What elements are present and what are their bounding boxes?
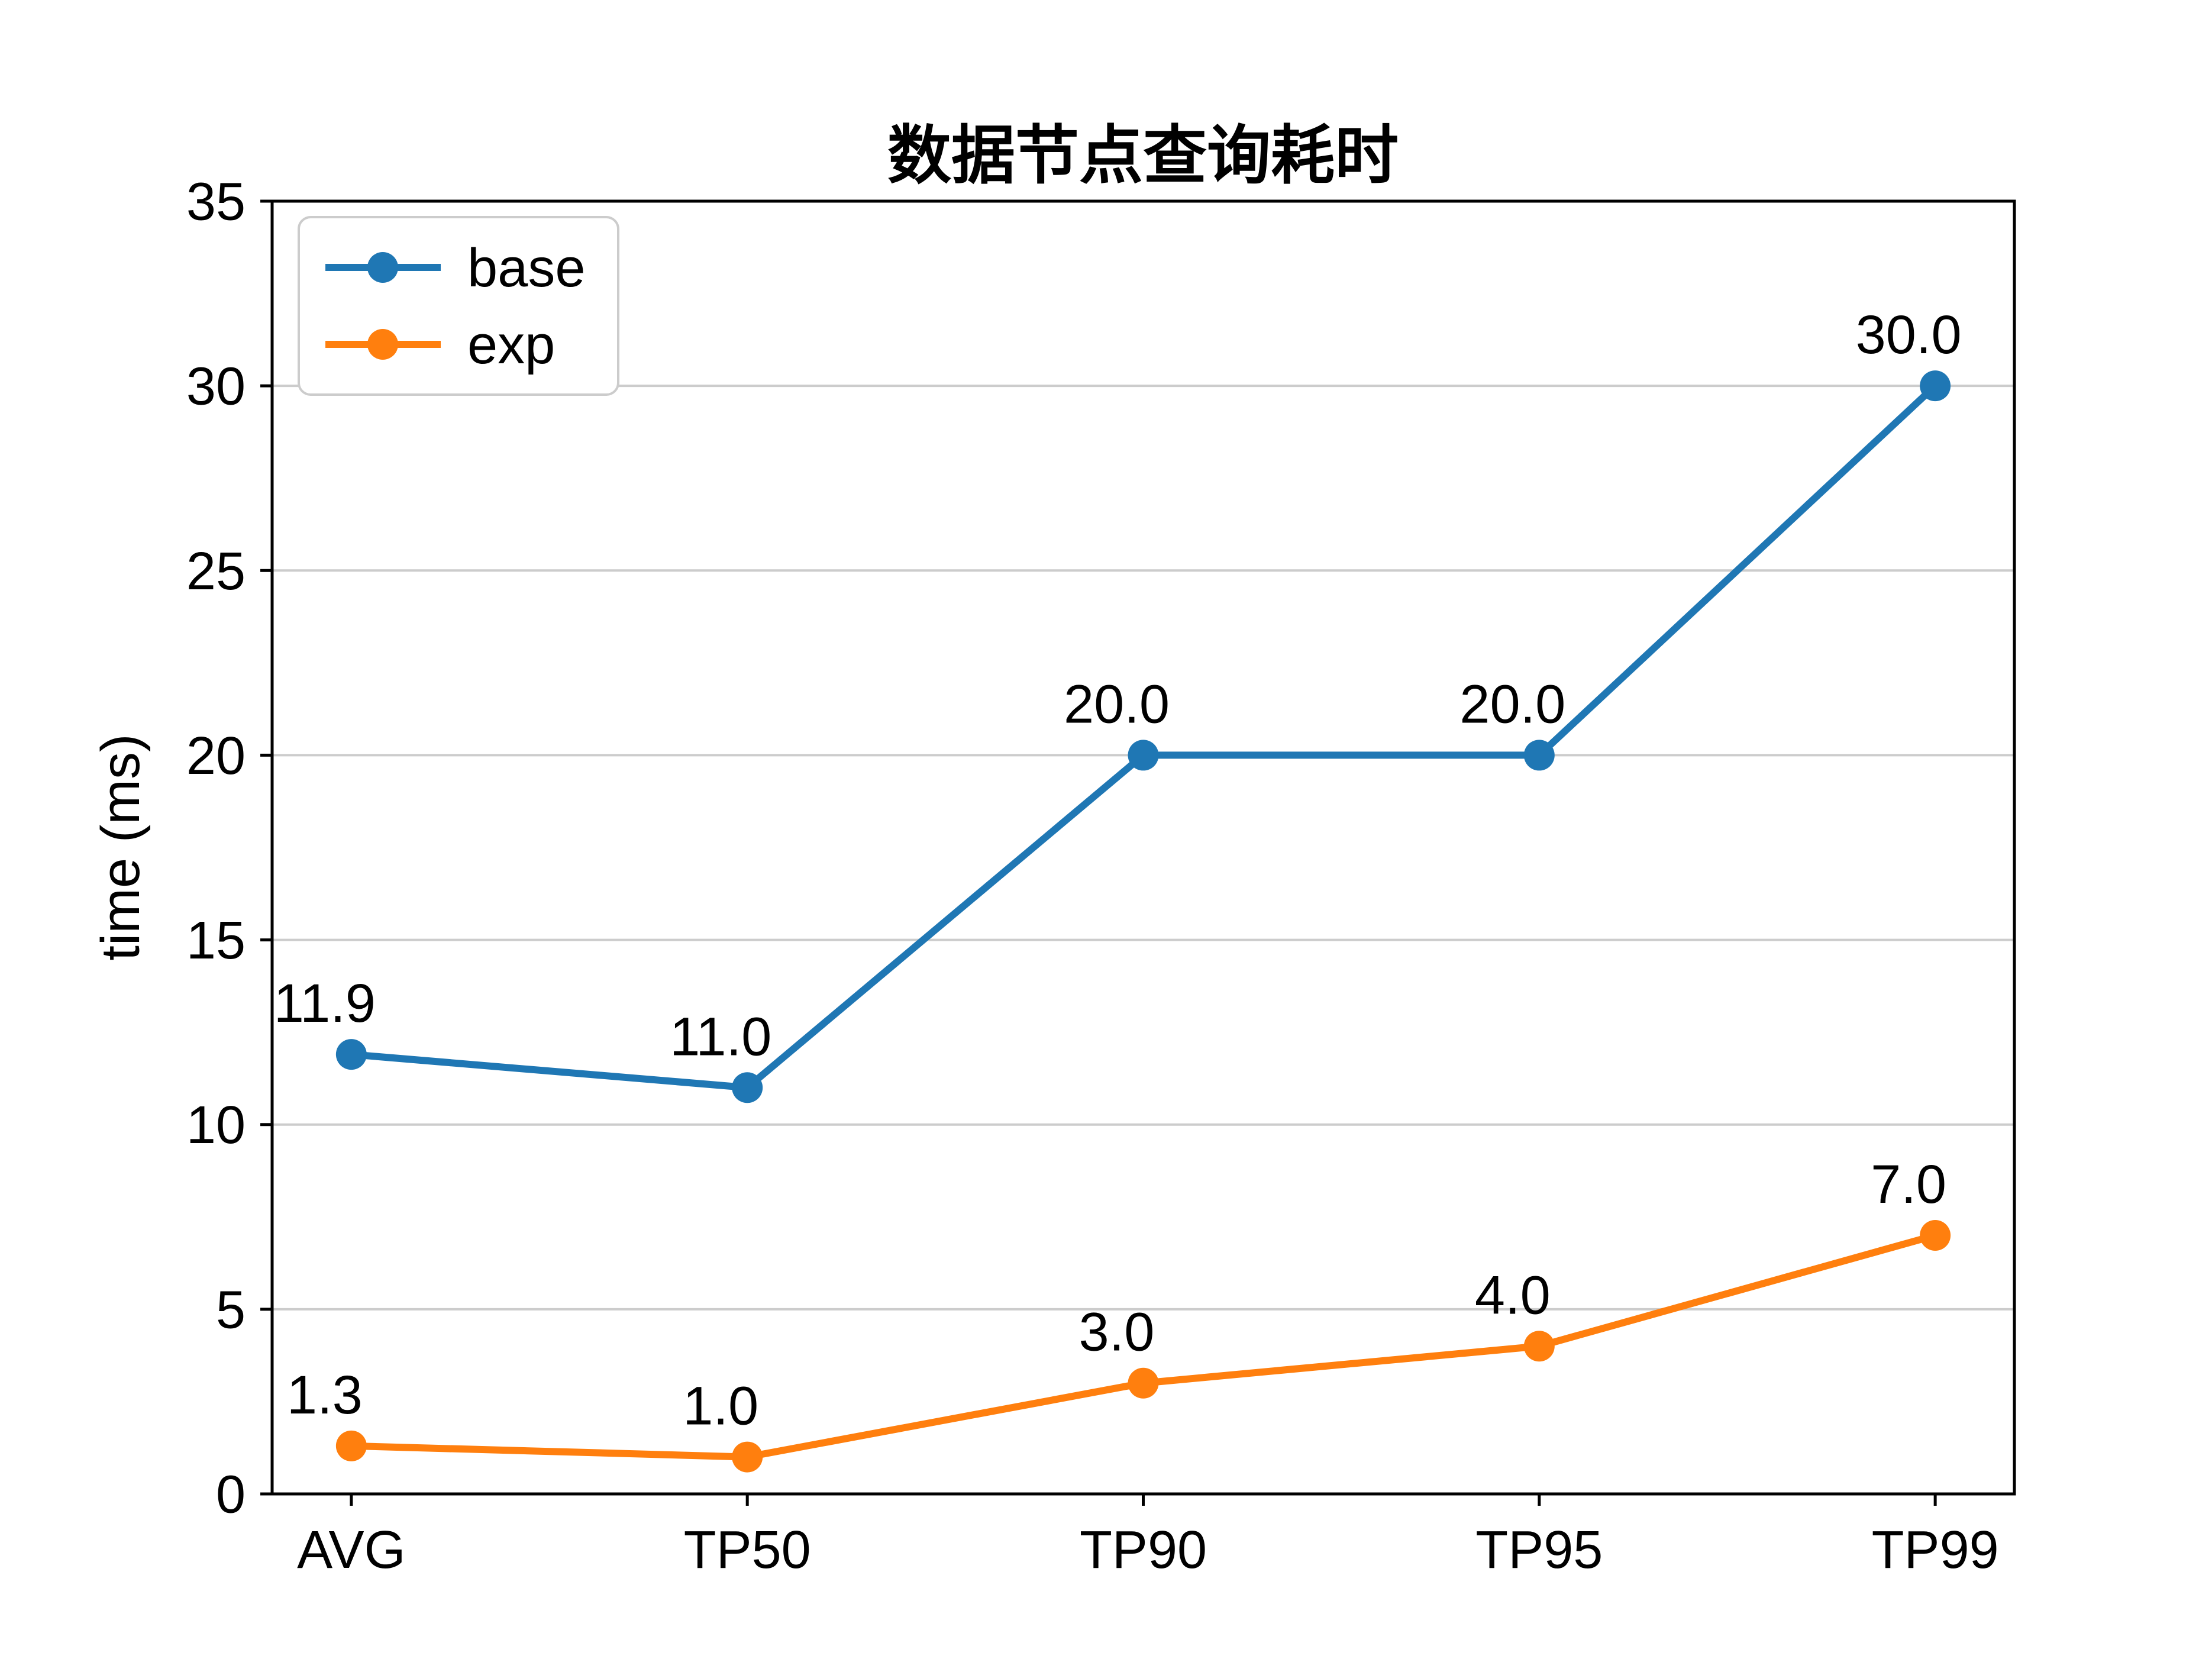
- data-series: 11.9 11.0 20.0 20.0 30.0 1.3 1.0 3.0 4.0 7.0: [274, 305, 1962, 1473]
- x-tick-label: AVG: [297, 1521, 405, 1580]
- y-tick-label: 35: [186, 173, 246, 232]
- tick-labels: 0 5 10 15 20 25 30 35 AVG TP50 TP90 TP95 TP99: [186, 173, 1999, 1580]
- x-tick-label: TP99: [1872, 1521, 1999, 1580]
- legend-label: exp: [467, 315, 555, 375]
- data-point: [1920, 370, 1951, 402]
- y-tick-label: 20: [186, 727, 246, 786]
- axes: [260, 199, 2016, 1506]
- data-point: [335, 1430, 367, 1461]
- data-point: [1523, 740, 1555, 771]
- chart-title: 数据节点查询耗时: [887, 120, 1399, 191]
- legend: base exp: [298, 216, 619, 396]
- value-label: 1.0: [683, 1376, 758, 1437]
- value-label: 4.0: [1475, 1265, 1551, 1325]
- y-tick-label: 30: [186, 357, 246, 417]
- x-tick-label: TP90: [1080, 1521, 1207, 1580]
- value-label: 20.0: [1459, 674, 1565, 734]
- data-point: [1523, 1331, 1555, 1362]
- data-point: [732, 1441, 763, 1473]
- x-tick-label: TP50: [684, 1521, 811, 1580]
- legend-marker: [367, 252, 398, 283]
- y-tick-label: 5: [216, 1280, 246, 1340]
- data-point: [335, 1039, 367, 1070]
- series-line-base: [347, 382, 1939, 1092]
- value-label: 3.0: [1079, 1302, 1155, 1363]
- value-label: 7.0: [1871, 1154, 1946, 1215]
- y-tick-label: 0: [216, 1466, 246, 1525]
- data-point: [1920, 1220, 1951, 1251]
- value-label: 1.3: [287, 1365, 363, 1425]
- data-point: [1128, 740, 1159, 771]
- x-tick-label: TP95: [1475, 1521, 1603, 1580]
- y-tick-label: 10: [186, 1096, 246, 1155]
- value-label: 20.0: [1064, 674, 1170, 734]
- data-point: [1128, 1367, 1159, 1399]
- y-tick-label: 25: [186, 542, 246, 601]
- value-label: 11.0: [670, 1006, 771, 1067]
- value-label: 11.9: [274, 973, 376, 1034]
- legend-marker: [367, 329, 398, 360]
- y-axis-label: time (ms): [91, 734, 151, 960]
- legend-label: base: [467, 238, 586, 298]
- value-label: 30.0: [1856, 305, 1962, 365]
- data-point: [732, 1072, 763, 1103]
- y-tick-label: 15: [186, 911, 246, 970]
